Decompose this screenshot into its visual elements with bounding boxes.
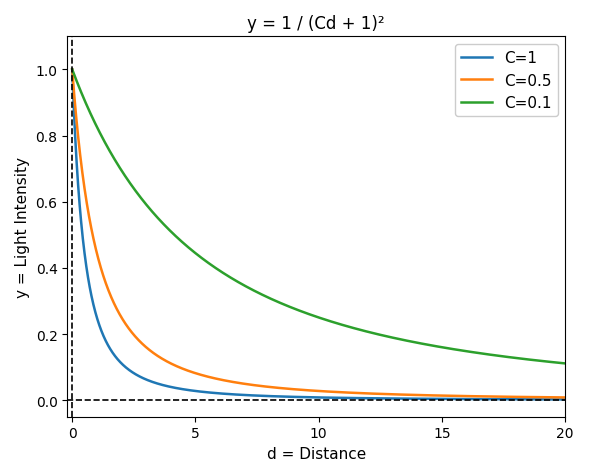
C=0.1 [69, 68, 76, 73]
C=1 [309, 395, 316, 400]
C=0.1 [562, 361, 569, 367]
C=0.5 [547, 395, 554, 400]
C=1 [547, 397, 554, 402]
C=0.5 [547, 395, 554, 400]
C=0.5 [295, 387, 302, 393]
C=0.5 [562, 395, 569, 400]
Title: y = 1 / (Cd + 1)²: y = 1 / (Cd + 1)² [247, 15, 385, 33]
C=0.1 [547, 359, 554, 365]
Line: C=0.5: C=0.5 [72, 70, 565, 397]
C=1 [69, 68, 76, 73]
Line: C=1: C=1 [72, 70, 565, 399]
C=1 [457, 397, 464, 402]
Line: C=0.1: C=0.1 [72, 70, 565, 364]
Legend: C=1, C=0.5, C=0.1: C=1, C=0.5, C=0.1 [455, 45, 558, 117]
X-axis label: d = Distance: d = Distance [267, 446, 366, 461]
C=0.1 [94, 126, 101, 131]
C=0.5 [457, 393, 464, 399]
C=0.1 [309, 313, 316, 318]
C=0.1 [547, 359, 554, 365]
C=0.5 [69, 68, 76, 73]
C=0.1 [457, 347, 464, 353]
C=1 [547, 397, 554, 402]
C=1 [295, 394, 302, 400]
Y-axis label: y = Light Intensity: y = Light Intensity [15, 157, 30, 298]
C=0.1 [295, 308, 302, 314]
C=1 [94, 317, 101, 322]
C=0.5 [309, 388, 316, 394]
C=0.5 [94, 253, 101, 258]
C=1 [562, 397, 569, 402]
